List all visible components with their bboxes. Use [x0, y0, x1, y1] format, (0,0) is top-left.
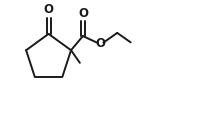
Text: O: O: [43, 3, 54, 16]
Text: O: O: [78, 7, 88, 20]
Text: O: O: [95, 36, 105, 49]
